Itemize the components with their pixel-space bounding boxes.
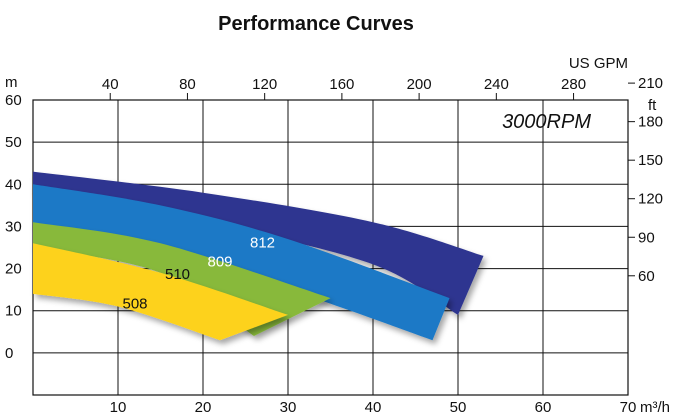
bottom-tick-label: 50 — [450, 399, 467, 416]
axes: 60 50 40 30 20 10 0 10 20 30 40 50 60 70 40 80 120 160 200… — [5, 75, 663, 416]
top-tick-label: 160 — [329, 76, 354, 93]
right-tick-label: 60 — [638, 268, 655, 285]
top-tick-label: 240 — [484, 76, 509, 93]
top-tick-label: 200 — [407, 76, 432, 93]
top-tick-label: 120 — [252, 76, 277, 93]
curve-label-510: 510 — [165, 266, 190, 283]
bottom-tick-label: 40 — [365, 399, 382, 416]
bottom-axis-unit: m³/h — [640, 399, 670, 416]
right-tick-label: 210 — [638, 75, 663, 92]
top-axis-unit: US GPM — [569, 55, 628, 72]
bottom-tick-label: 70 — [620, 399, 637, 416]
bottom-tick-label: 10 — [110, 399, 127, 416]
top-tick-label: 40 — [102, 76, 119, 93]
left-tick-label: 30 — [5, 218, 22, 235]
left-tick-label: 10 — [5, 303, 22, 320]
rpm-annotation: 3000RPM — [502, 111, 591, 133]
chart-title: Performance Curves — [218, 13, 414, 35]
curve-label-508: 508 — [122, 296, 147, 313]
bottom-tick-label: 20 — [195, 399, 212, 416]
left-tick-label: 60 — [5, 92, 22, 109]
curve-area-508 — [33, 243, 288, 341]
left-tick-label: 20 — [5, 261, 22, 278]
bottom-tick-label: 30 — [280, 399, 297, 416]
curve-area-809 — [33, 184, 450, 341]
left-tick-label: 50 — [5, 134, 22, 151]
curve-label-809: 809 — [207, 253, 232, 270]
top-tick-label: 280 — [561, 76, 586, 93]
curve-labels: 812 809 510 508 — [122, 235, 275, 313]
right-tick-label: 120 — [638, 191, 663, 208]
left-tick-label: 40 — [5, 176, 22, 193]
top-tick-label: 80 — [179, 76, 196, 93]
left-axis-unit: m — [5, 74, 18, 91]
left-tick-label: 0 — [5, 345, 13, 362]
bottom-tick-label: 60 — [535, 399, 552, 416]
right-axis-unit: ft — [648, 97, 657, 114]
right-tick-label: 180 — [638, 114, 663, 131]
right-tick-label: 150 — [638, 152, 663, 169]
right-tick-label: 90 — [638, 229, 655, 246]
curve-label-812: 812 — [250, 235, 275, 252]
curve-areas — [33, 171, 484, 341]
